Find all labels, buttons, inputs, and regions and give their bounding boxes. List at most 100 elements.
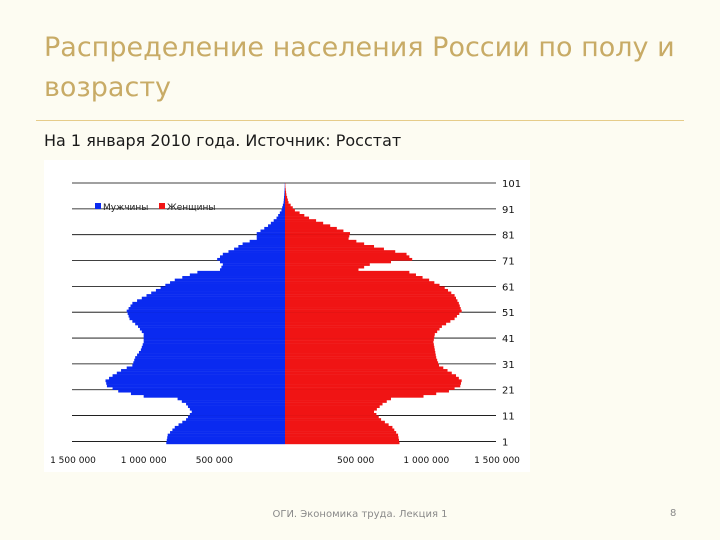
- women-bar-age-16: [285, 400, 387, 403]
- women-bar-age-36: [285, 348, 435, 352]
- women-bar-age-53: [285, 304, 460, 308]
- men-bar-age-94: [283, 198, 285, 202]
- women-bar-age-91: [285, 206, 293, 210]
- chart-subtitle: На 1 января 2010 года. Источник: Росстат: [44, 131, 402, 150]
- men-bar-age-88: [278, 214, 285, 217]
- men-bar-age-50: [127, 312, 285, 315]
- women-bar-age-8: [285, 420, 385, 424]
- men-bar-age-65: [189, 273, 285, 277]
- age-tick-label: 101: [502, 179, 521, 190]
- women-bar-age-87: [285, 216, 310, 220]
- men-bar-age-27: [116, 371, 286, 375]
- pyramid-bars: [105, 183, 462, 445]
- men-bar-age-93: [283, 201, 285, 204]
- women-bar-age-67: [285, 268, 359, 272]
- men-bar-age-90: [281, 208, 285, 212]
- women-bar-age-85: [285, 221, 324, 225]
- women-bar-age-94: [285, 198, 288, 202]
- women-bar-age-3: [285, 433, 399, 437]
- women-bar-age-12: [285, 410, 375, 414]
- men-bar-age-40: [143, 338, 285, 341]
- women-bar-age-25: [285, 376, 459, 380]
- men-bar-age-46: [135, 322, 285, 326]
- men-bar-age-43: [141, 330, 285, 334]
- women-bar-age-74: [285, 250, 396, 253]
- x-tick-label: 1 000 000: [121, 456, 167, 466]
- men-bar-age-14: [187, 405, 285, 409]
- women-bar-age-62: [285, 281, 435, 284]
- men-bar-age-79: [256, 237, 285, 241]
- men-bar-age-42: [143, 332, 285, 336]
- men-bar-age-85: [270, 221, 285, 225]
- women-bar-age-20: [285, 389, 449, 393]
- men-bar-age-67: [219, 268, 285, 272]
- men-bar-age-30: [132, 363, 285, 367]
- women-bar-age-76: [285, 245, 375, 248]
- women-bar-age-66: [285, 270, 410, 274]
- women-bar-age-51: [285, 309, 462, 313]
- age-tick-label: 71: [502, 257, 515, 268]
- men-bar-age-63: [174, 278, 285, 282]
- women-bar-age-75: [285, 247, 384, 251]
- women-bar-age-93: [285, 201, 289, 204]
- men-bar-age-64: [182, 276, 285, 279]
- women-bar-age-40: [285, 338, 434, 341]
- women-bar-age-57: [285, 294, 455, 297]
- men-bar-age-19: [130, 392, 285, 396]
- women-bar-age-68: [285, 265, 365, 269]
- women-bar-age-39: [285, 340, 434, 344]
- men-bar-age-92: [282, 203, 285, 207]
- women-bar-age-79: [285, 237, 349, 241]
- women-bar-age-44: [285, 327, 440, 331]
- women-bar-age-11: [285, 412, 377, 416]
- men-bar-age-53: [130, 304, 285, 308]
- women-bar-age-50: [285, 312, 460, 315]
- women-bar-age-71: [285, 257, 413, 261]
- women-bar-age-22: [285, 384, 461, 388]
- legend-label-women: Женщины: [167, 203, 215, 213]
- x-tick-label: 500 000: [196, 456, 233, 466]
- age-tick-label: 91: [502, 205, 515, 216]
- women-bar-age-70: [285, 260, 391, 264]
- men-bar-age-61: [165, 283, 285, 287]
- age-tick-label: 61: [502, 282, 515, 293]
- women-bar-age-69: [285, 263, 370, 266]
- men-bar-age-7: [178, 423, 285, 427]
- women-bar-age-78: [285, 239, 357, 243]
- men-bar-age-24: [105, 379, 285, 383]
- women-bar-age-41: [285, 335, 435, 339]
- men-bar-age-0: [166, 441, 285, 445]
- women-bar-age-60: [285, 286, 445, 290]
- men-bar-age-75: [234, 247, 285, 251]
- men-bar-age-87: [276, 216, 285, 220]
- legend-label-men: Мужчины: [103, 203, 148, 213]
- age-tick-label: 41: [502, 334, 515, 345]
- men-bar-age-78: [249, 239, 285, 243]
- men-bar-age-72: [219, 255, 285, 259]
- women-bar-age-5: [285, 428, 395, 432]
- men-bar-age-89: [279, 211, 285, 215]
- women-bar-age-30: [285, 363, 440, 367]
- men-bar-age-22: [106, 384, 285, 388]
- women-bar-age-13: [285, 407, 377, 411]
- men-bar-age-41: [143, 335, 285, 339]
- page-number: 8: [670, 508, 677, 519]
- men-bar-age-60: [160, 286, 285, 290]
- men-bar-age-86: [273, 219, 285, 222]
- men-bar-age-34: [137, 353, 285, 357]
- women-bar-age-32: [285, 358, 438, 362]
- women-bar-age-61: [285, 283, 440, 287]
- women-bar-age-49: [285, 314, 457, 318]
- women-bar-age-73: [285, 252, 407, 256]
- men-bar-age-91: [282, 206, 285, 210]
- women-bar-age-84: [285, 224, 331, 228]
- women-bar-age-98: [285, 188, 286, 191]
- men-bar-age-71: [217, 257, 285, 261]
- women-bar-age-64: [285, 276, 423, 279]
- women-bar-age-0: [285, 441, 400, 445]
- women-bar-age-23: [285, 381, 461, 385]
- men-bar-age-36: [140, 348, 285, 352]
- women-bar-age-46: [285, 322, 447, 326]
